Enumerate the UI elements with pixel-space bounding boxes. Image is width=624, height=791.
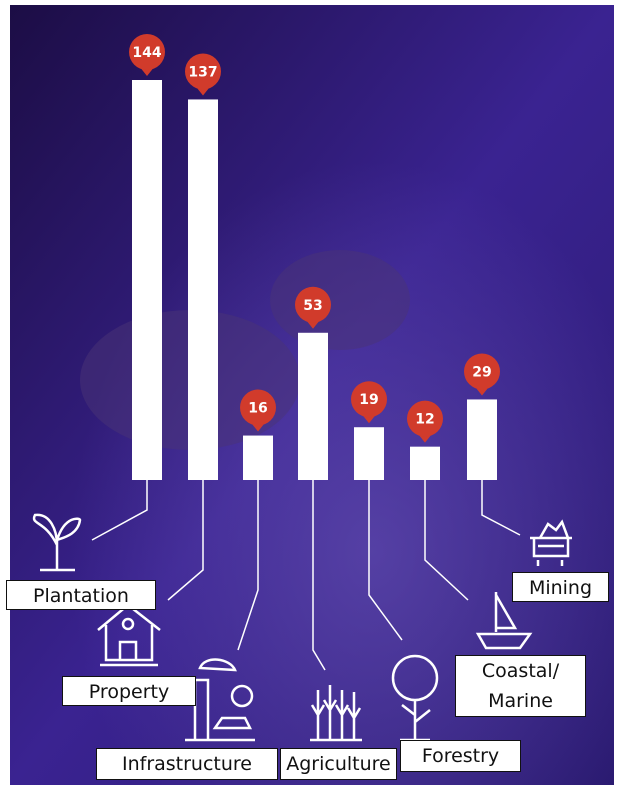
plantation-icon	[32, 513, 82, 572]
value-pin	[351, 381, 387, 418]
bar	[132, 80, 162, 480]
bar	[467, 399, 497, 480]
value-pin	[295, 286, 331, 323]
category-label: Agriculture	[280, 748, 397, 780]
value-label: 12	[415, 412, 434, 428]
leader-line	[368, 480, 403, 641]
category-label: Coastal/ Marine	[455, 655, 586, 717]
value-pin	[240, 389, 276, 426]
leader-line	[481, 480, 521, 536]
category-label: Property	[62, 676, 196, 706]
value-label: 144	[132, 45, 161, 61]
category-label: Mining	[512, 572, 609, 602]
bar	[354, 427, 384, 480]
value-label: 16	[248, 401, 267, 417]
category-label: Plantation	[6, 580, 156, 610]
value-pin	[464, 353, 500, 390]
value-pin	[129, 34, 165, 70]
value-label: 29	[472, 364, 491, 380]
leader-line	[424, 480, 469, 601]
leader-line	[237, 480, 259, 651]
category-label: Forestry	[400, 740, 521, 772]
bar	[298, 332, 328, 480]
value-label: 19	[359, 392, 378, 408]
leader-line	[91, 480, 148, 541]
value-pin	[185, 53, 221, 90]
bar	[243, 435, 273, 480]
leader-line	[312, 480, 326, 671]
mining-icon	[530, 519, 572, 566]
background-shape	[270, 250, 410, 350]
agriculture-icon	[310, 685, 362, 742]
value-label: 53	[303, 298, 322, 314]
bar	[188, 99, 218, 480]
coastal-icon	[475, 592, 533, 650]
category-label: Infrastructure	[96, 748, 278, 780]
infrastructure-icon	[185, 658, 255, 742]
leader-line	[167, 480, 204, 601]
value-pin	[407, 400, 443, 437]
value-label: 137	[188, 64, 217, 80]
bar	[410, 446, 440, 480]
forestry-icon	[391, 654, 439, 742]
